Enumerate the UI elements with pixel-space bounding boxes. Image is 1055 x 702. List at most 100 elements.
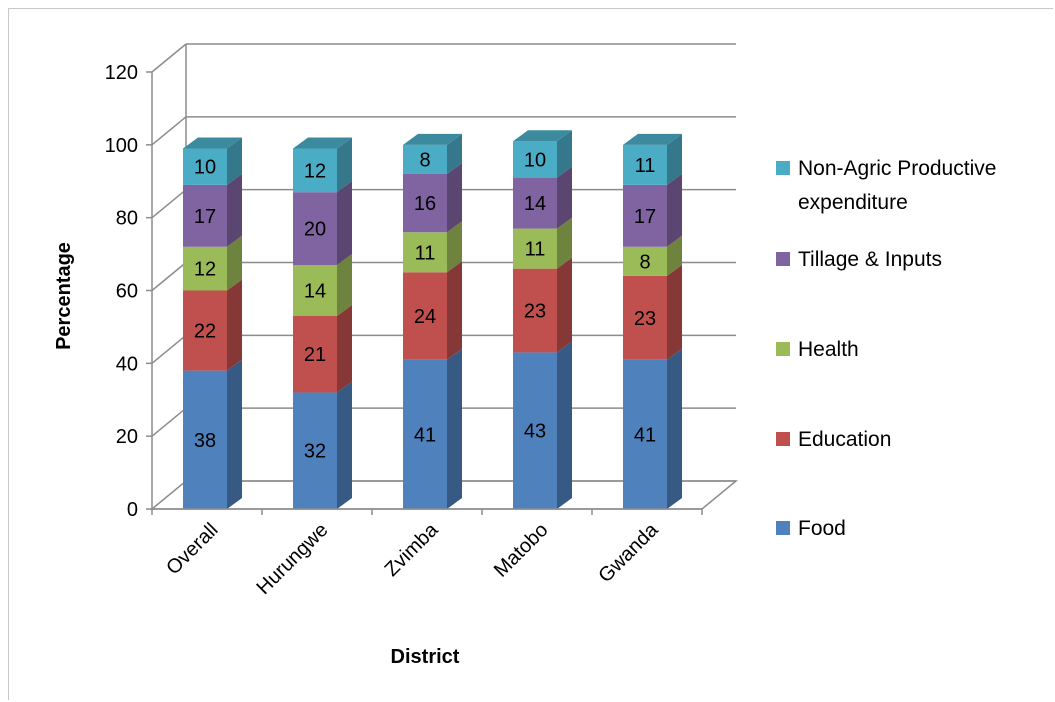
bar-segment xyxy=(293,137,352,193)
data-label: 16 xyxy=(414,193,436,215)
data-label: 17 xyxy=(634,206,656,228)
data-label: 11 xyxy=(525,239,546,261)
bar-segment xyxy=(513,166,572,229)
bar-segment xyxy=(403,162,462,233)
bar-front xyxy=(183,184,227,247)
bar-segment xyxy=(623,264,682,360)
bar-top xyxy=(403,133,462,145)
bar-front xyxy=(403,272,447,360)
legend-item: Health xyxy=(776,338,859,361)
y-tick-label: 60 xyxy=(116,281,138,303)
bar-side xyxy=(447,221,462,273)
bar-segment xyxy=(293,254,352,316)
y-axis-title: Percentage xyxy=(53,242,75,350)
x-tick-label: Hurungwe xyxy=(253,519,333,599)
x-tick-label: Zvimba xyxy=(381,518,444,581)
bar-front xyxy=(623,246,667,276)
legend-item: Tillage & Inputs xyxy=(776,248,942,271)
bar-segment xyxy=(513,257,572,353)
bar-stack xyxy=(513,130,572,509)
y-tick-label: 100 xyxy=(105,135,138,157)
data-label: 24 xyxy=(414,306,436,328)
bar-side xyxy=(557,166,572,229)
chart-frame xyxy=(8,8,1053,700)
bar-segment xyxy=(513,130,572,178)
legend-swatch xyxy=(776,342,790,356)
bar-stack xyxy=(623,133,682,509)
bar-segment xyxy=(403,261,462,360)
data-label: 11 xyxy=(415,242,436,264)
bar-side xyxy=(337,304,352,393)
bar-front xyxy=(623,144,667,185)
legend-label: Education xyxy=(798,428,891,451)
bar-side xyxy=(667,133,682,185)
bar-side xyxy=(447,162,462,233)
bar-segment xyxy=(293,304,352,393)
bar-side xyxy=(227,235,242,291)
bar-segment xyxy=(623,235,682,276)
bar-front xyxy=(513,141,557,178)
legend-label: Tillage & Inputs xyxy=(798,248,942,271)
x-tick-labels: Overall Hurungwe Zvimba Matobo Gwanda xyxy=(162,518,663,599)
bar-side xyxy=(447,261,462,360)
data-label: 23 xyxy=(634,308,656,330)
bar-segment xyxy=(403,133,462,174)
bar-side xyxy=(447,348,462,509)
legend-label: Food xyxy=(798,517,846,540)
bar-side xyxy=(337,137,352,193)
bar-segment xyxy=(183,173,242,247)
gridline-side xyxy=(151,407,187,437)
bar-side xyxy=(557,257,572,353)
bar-stack xyxy=(293,137,352,509)
bar-front xyxy=(403,173,447,233)
bar-side xyxy=(557,341,572,509)
data-label: 20 xyxy=(304,219,326,241)
data-label: 23 xyxy=(524,301,546,323)
x-tick-label: Overall xyxy=(162,519,222,579)
gridline-side xyxy=(151,189,187,219)
bar-top xyxy=(183,137,242,149)
data-label: 43 xyxy=(524,421,546,443)
x-tick-label: Matobo xyxy=(490,519,553,582)
data-label: 41 xyxy=(414,424,436,446)
bar-segment xyxy=(403,348,462,509)
gridline-side xyxy=(151,43,187,73)
bar-front xyxy=(293,148,337,193)
bar-side xyxy=(447,133,462,174)
bar-segment xyxy=(623,348,682,509)
bar-front xyxy=(183,148,227,185)
bar-side xyxy=(337,181,352,266)
legend: Non-Agric Productive expenditure Tillage &… xyxy=(776,157,996,540)
bar-segment xyxy=(623,173,682,247)
bar-side xyxy=(337,381,352,509)
bar-front xyxy=(513,177,557,229)
data-labels: 38 22 12 17 10 32 21 14 20 12 41 24 11 16 8 43 23 11 14 10 4… xyxy=(194,149,656,462)
bar-front xyxy=(293,265,337,316)
bar-segment xyxy=(513,341,572,509)
gridline-side xyxy=(151,261,187,292)
bar-segment xyxy=(183,137,242,185)
bar-front xyxy=(293,392,337,509)
bar-side xyxy=(667,264,682,360)
bar-side xyxy=(227,137,242,185)
data-label: 17 xyxy=(194,206,216,228)
y-tick-label: 40 xyxy=(116,353,138,375)
bar-side xyxy=(227,359,242,509)
x-tick-label: Gwanda xyxy=(594,518,663,587)
y-tick-label: 80 xyxy=(116,208,138,230)
data-label: 14 xyxy=(524,193,546,215)
y-tick-labels: 0 20 40 60 80 100 120 xyxy=(105,62,138,521)
data-label: 12 xyxy=(304,160,326,182)
bar-front xyxy=(293,192,337,266)
legend-swatch xyxy=(776,252,790,266)
data-label: 8 xyxy=(419,149,430,171)
bar-front xyxy=(403,232,447,273)
bar-segment xyxy=(183,235,242,291)
bar-front xyxy=(183,370,227,509)
legend-item: Non-Agric Productive expenditure xyxy=(776,157,996,214)
bar-front xyxy=(513,352,557,509)
bar-segment xyxy=(293,381,352,509)
gridline-side xyxy=(151,334,187,364)
data-label: 32 xyxy=(304,441,326,463)
bar-stack xyxy=(403,133,462,509)
